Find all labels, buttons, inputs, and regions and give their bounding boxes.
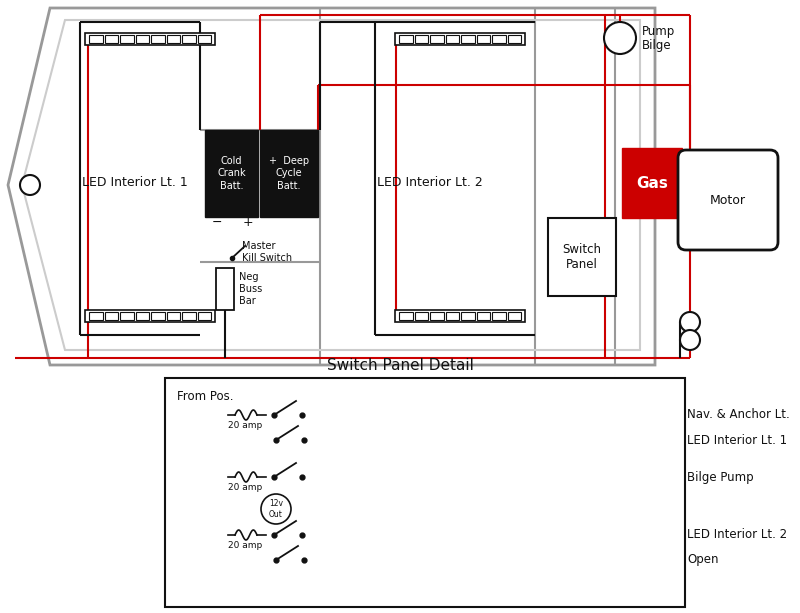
- Text: LED Interior Lt. 1: LED Interior Lt. 1: [82, 177, 188, 189]
- Bar: [105, 35, 118, 43]
- FancyBboxPatch shape: [678, 150, 778, 250]
- Bar: [548, 218, 616, 296]
- Bar: [477, 312, 490, 320]
- Bar: [182, 35, 195, 43]
- Bar: [260, 130, 318, 217]
- Text: 20 amp: 20 amp: [228, 421, 262, 430]
- Text: Switch
Panel: Switch Panel: [562, 243, 602, 271]
- Bar: [166, 35, 180, 43]
- Bar: [205, 130, 258, 217]
- Circle shape: [604, 22, 636, 54]
- Bar: [198, 312, 211, 320]
- Bar: [414, 312, 428, 320]
- Bar: [85, 33, 215, 45]
- Bar: [89, 35, 102, 43]
- Text: From Pos.: From Pos.: [177, 389, 234, 403]
- Text: +  Deep
Cycle
Batt.: + Deep Cycle Batt.: [269, 156, 309, 191]
- Text: LED Interior Lt. 1: LED Interior Lt. 1: [687, 433, 787, 446]
- Bar: [477, 35, 490, 43]
- Bar: [492, 312, 506, 320]
- Bar: [120, 312, 134, 320]
- Bar: [399, 312, 413, 320]
- Text: Switch Panel Detail: Switch Panel Detail: [326, 359, 474, 373]
- Bar: [446, 312, 459, 320]
- Circle shape: [680, 312, 700, 332]
- Text: Cold
Crank
Batt.: Cold Crank Batt.: [217, 156, 246, 191]
- Text: LED Interior Lt. 2: LED Interior Lt. 2: [687, 528, 787, 541]
- Bar: [151, 312, 165, 320]
- Bar: [399, 35, 413, 43]
- Bar: [414, 35, 428, 43]
- Bar: [135, 312, 149, 320]
- Bar: [182, 312, 195, 320]
- Bar: [430, 312, 443, 320]
- Text: +: +: [242, 216, 254, 229]
- Text: Bilge: Bilge: [642, 39, 672, 53]
- Text: 12v
Out: 12v Out: [269, 500, 283, 519]
- Bar: [151, 35, 165, 43]
- Bar: [507, 312, 521, 320]
- Bar: [105, 312, 118, 320]
- Text: Gas: Gas: [636, 175, 668, 191]
- Text: 20 amp: 20 amp: [228, 482, 262, 492]
- Bar: [395, 33, 525, 45]
- Text: 20 amp: 20 amp: [228, 541, 262, 549]
- Text: −: −: [212, 216, 222, 229]
- Bar: [461, 35, 474, 43]
- Bar: [492, 35, 506, 43]
- Text: LED Interior Lt. 2: LED Interior Lt. 2: [377, 177, 483, 189]
- Bar: [216, 268, 234, 310]
- Bar: [85, 310, 215, 322]
- Bar: [507, 35, 521, 43]
- Circle shape: [261, 494, 291, 524]
- Text: Motor: Motor: [710, 194, 746, 207]
- Text: Pump: Pump: [642, 26, 675, 39]
- Circle shape: [680, 330, 700, 350]
- Bar: [446, 35, 459, 43]
- Bar: [89, 312, 102, 320]
- Bar: [166, 312, 180, 320]
- Text: Nav. & Anchor Lt.: Nav. & Anchor Lt.: [687, 408, 790, 422]
- Text: Neg
Buss
Bar: Neg Buss Bar: [239, 272, 262, 306]
- Bar: [622, 148, 682, 218]
- Circle shape: [20, 175, 40, 195]
- Bar: [120, 35, 134, 43]
- Bar: [461, 312, 474, 320]
- Text: Master
Kill Switch: Master Kill Switch: [242, 241, 292, 263]
- Text: Bilge Pump: Bilge Pump: [687, 471, 754, 484]
- Bar: [135, 35, 149, 43]
- Bar: [165, 378, 685, 607]
- Bar: [395, 310, 525, 322]
- Text: Open: Open: [687, 554, 718, 566]
- Bar: [430, 35, 443, 43]
- Bar: [198, 35, 211, 43]
